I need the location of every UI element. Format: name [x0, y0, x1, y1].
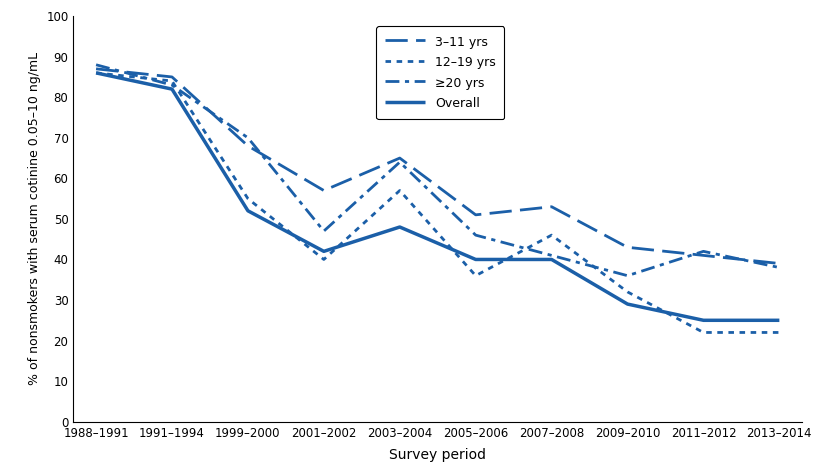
X-axis label: Survey period: Survey period — [389, 448, 487, 462]
Y-axis label: % of nonsmokers with serum cotinine 0.05–10 ng/mL: % of nonsmokers with serum cotinine 0.05… — [27, 53, 40, 385]
Legend: 3–11 yrs, 12–19 yrs, ≥20 yrs, Overall: 3–11 yrs, 12–19 yrs, ≥20 yrs, Overall — [376, 26, 505, 119]
